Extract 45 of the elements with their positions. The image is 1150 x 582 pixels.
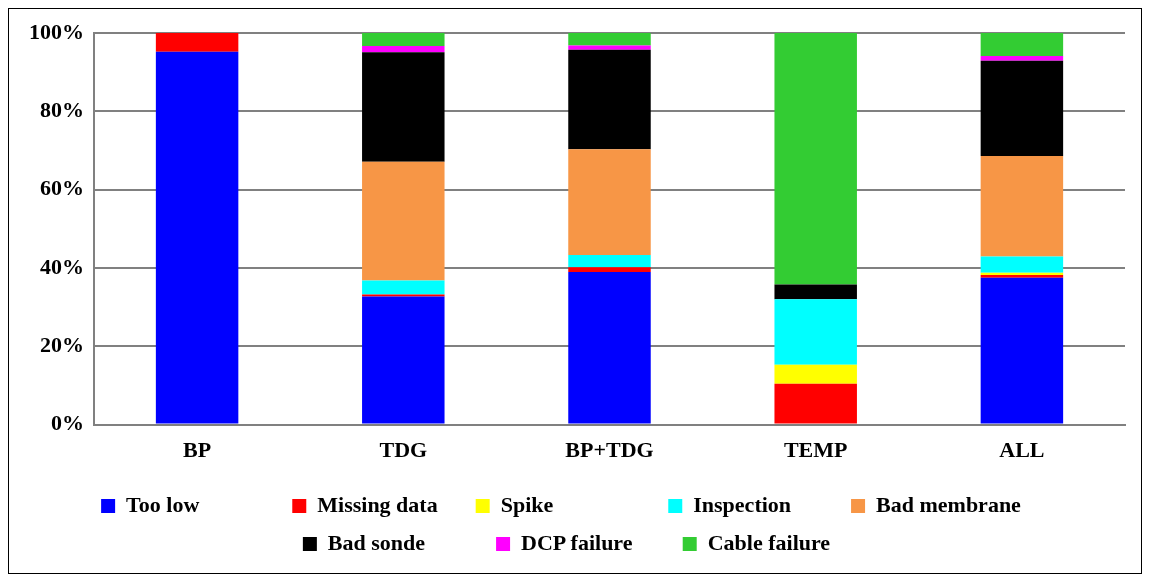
- bar: [980, 155, 1064, 257]
- bar: [362, 280, 445, 295]
- y-tick-label: 0%: [51, 410, 84, 436]
- x-tick-label: BP+TDG: [565, 437, 654, 463]
- bar: [774, 383, 857, 424]
- bar: [980, 60, 1064, 156]
- legend-label: Spike: [500, 491, 653, 517]
- bar: [568, 255, 651, 268]
- bar: [774, 364, 857, 384]
- bar: [155, 33, 239, 52]
- bar: [980, 56, 1064, 61]
- y-tick-label: 100%: [29, 18, 84, 44]
- bar: [568, 267, 651, 272]
- bar: [980, 277, 1064, 424]
- bar: [568, 149, 651, 256]
- y-tick-label: 80%: [40, 97, 84, 123]
- legend-label: Cable failure: [707, 529, 842, 555]
- y-tick-label: 20%: [40, 331, 84, 357]
- y-tick-label: 60%: [40, 175, 84, 201]
- bar: [980, 256, 1064, 273]
- bar: [155, 51, 239, 424]
- legend-label: Bad sonde: [327, 529, 481, 555]
- legend-label: DCP failure: [521, 529, 666, 555]
- legend-label: Inspection: [693, 491, 836, 517]
- bar: [362, 33, 445, 46]
- bar: [568, 49, 651, 150]
- x-tick-label: BP: [183, 437, 212, 463]
- x-tick-label: TDG: [379, 437, 428, 463]
- bar: [568, 45, 651, 50]
- bar: [774, 284, 857, 300]
- legend-label: Missing data: [317, 491, 460, 517]
- y-tick-label: 40%: [40, 253, 84, 279]
- bar: [362, 161, 445, 281]
- bar: [362, 45, 445, 53]
- bar: [568, 33, 651, 46]
- x-tick-label: ALL: [999, 437, 1045, 463]
- bar: [980, 33, 1064, 57]
- bar: [362, 296, 445, 424]
- legend-label: Bad membrane: [876, 491, 1043, 517]
- legend-label: Too low: [126, 491, 277, 517]
- bar: [774, 33, 857, 285]
- bar: [774, 299, 857, 365]
- bar: [362, 52, 445, 162]
- x-tick-label: TEMP: [783, 437, 848, 463]
- bar: [568, 271, 651, 424]
